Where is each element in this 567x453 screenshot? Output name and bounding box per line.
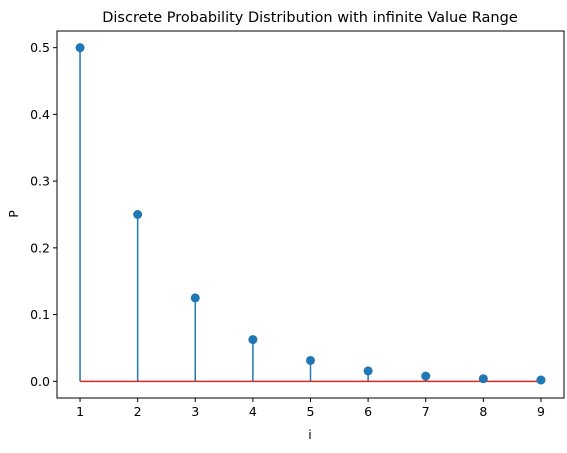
stem-marker bbox=[478, 374, 488, 384]
x-tick-label: 8 bbox=[479, 404, 487, 419]
x-tick-label: 4 bbox=[249, 404, 257, 419]
plot-area bbox=[75, 43, 546, 385]
x-tick-label: 7 bbox=[422, 404, 430, 419]
y-tick-label: 0.1 bbox=[30, 307, 50, 322]
x-axis-label: i bbox=[308, 427, 311, 442]
y-tick-label: 0.4 bbox=[30, 107, 50, 122]
y-tick-label: 0.2 bbox=[30, 240, 50, 255]
stem-marker bbox=[363, 366, 373, 376]
y-tick-label: 0.5 bbox=[30, 40, 50, 55]
y-axis-label: P bbox=[6, 210, 21, 218]
stem-marker bbox=[133, 210, 143, 219]
stem-marker bbox=[306, 355, 315, 365]
y-tick-label: 0.0 bbox=[30, 374, 50, 389]
x-tick-label: 9 bbox=[537, 404, 545, 419]
stem-marker bbox=[421, 371, 431, 381]
x-tick-label: 5 bbox=[307, 404, 315, 419]
axes-frame bbox=[56, 30, 565, 399]
stem-marker bbox=[248, 335, 258, 345]
stem-marker bbox=[75, 43, 85, 53]
x-axis-ticks: 1 2 3 4 5 6 7 8 9 bbox=[76, 398, 545, 419]
stem-marker bbox=[190, 293, 200, 303]
stem-marker bbox=[536, 375, 546, 385]
x-tick-label: 3 bbox=[191, 404, 199, 419]
y-tick-label: 0.3 bbox=[30, 174, 50, 189]
y-axis-ticks: 0.0 0.1 0.2 0.3 0.4 0.5 bbox=[30, 40, 57, 389]
x-tick-label: 6 bbox=[364, 404, 372, 419]
chart-title: Discrete Probability Distribution with i… bbox=[102, 10, 518, 26]
x-tick-label: 2 bbox=[134, 404, 142, 419]
x-tick-label: 1 bbox=[76, 404, 84, 419]
